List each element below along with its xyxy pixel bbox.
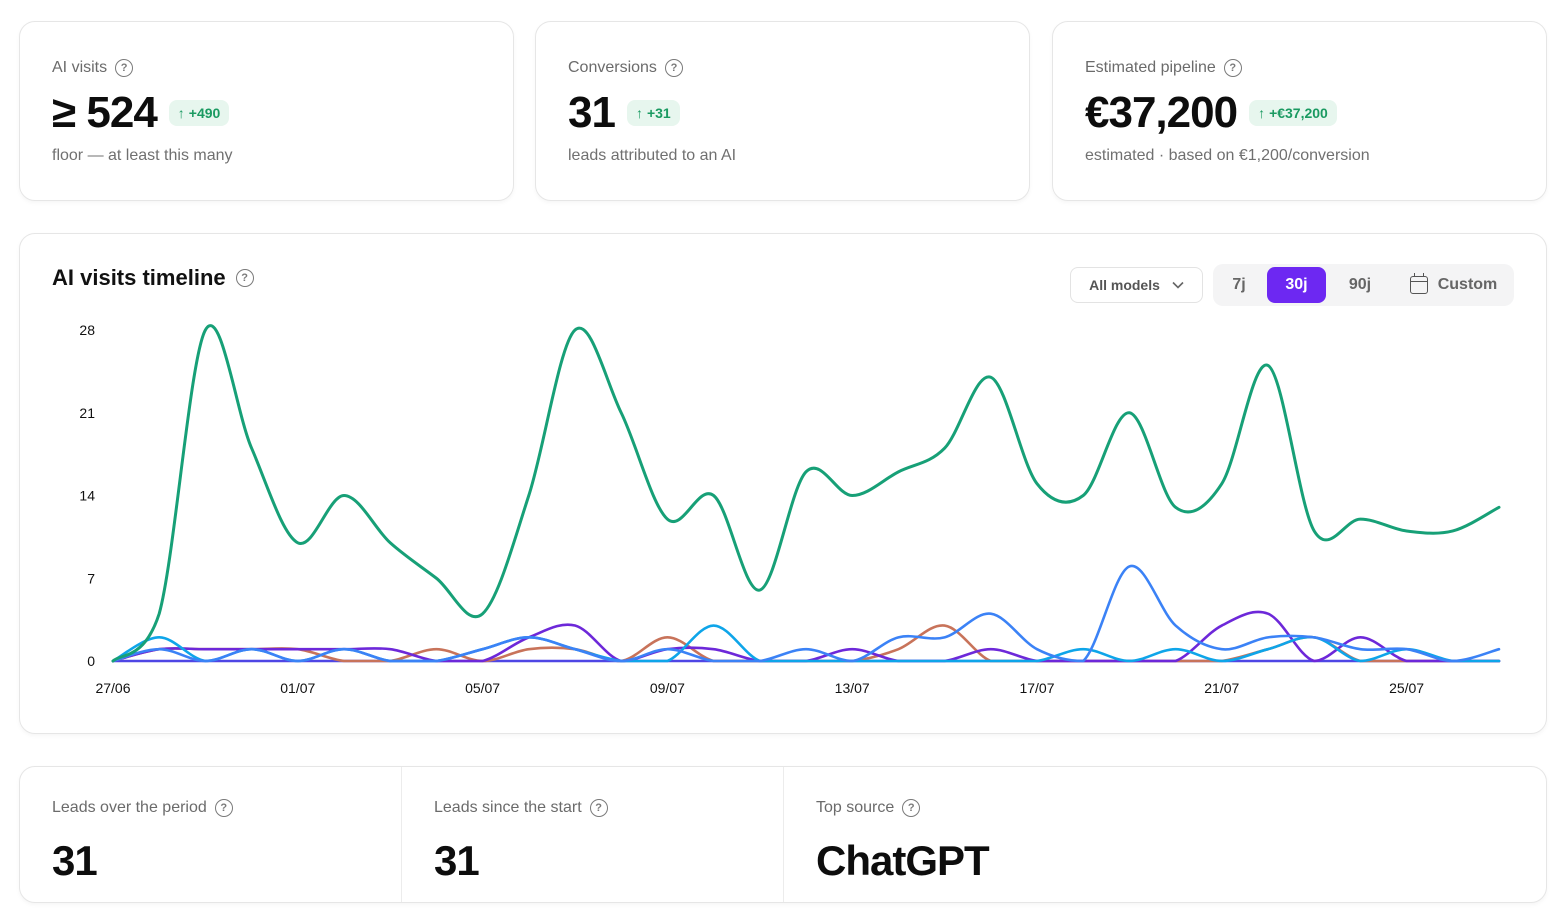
series-line-1 (111, 564, 1501, 663)
help-circle-icon[interactable]: ? (1223, 59, 1242, 77)
stat-leads-since-start: Leads since the start ? 31 (402, 767, 784, 902)
delta-value: +31 (646, 105, 671, 121)
kpi-subtitle: floor — at least this many (52, 147, 233, 164)
kpi-subtitle: estimated · based on €1,200/conversion (1085, 147, 1370, 164)
range-7j-button[interactable]: 7j (1232, 276, 1246, 293)
x-tick-label: 17/07 (1019, 680, 1054, 696)
range-30j-button[interactable]: 30j (1267, 267, 1326, 303)
x-tick-label: 09/07 (650, 680, 685, 696)
chevron-down-icon (1172, 281, 1184, 289)
kpi-card-conversions: Conversions ? 31 ↑ +31 leads attributed t… (535, 21, 1030, 201)
range-custom-button[interactable]: Custom (1401, 267, 1506, 303)
arrow-up-icon: ↑ (635, 105, 643, 121)
kpi-subtitle: leads attributed to an AI (568, 147, 737, 164)
stat-leads-period: Leads over the period ? 31 (20, 767, 402, 902)
leads-summary-card: Leads over the period ? 31 Leads since t… (19, 766, 1547, 903)
kpi-label: AI visits (52, 59, 108, 76)
help-circle-icon[interactable]: ? (664, 59, 683, 77)
y-tick-label: 14 (79, 488, 95, 504)
arrow-up-icon: ↑ (1258, 105, 1266, 121)
range-custom-label: Custom (1437, 276, 1498, 293)
delta-value: +490 (188, 105, 221, 121)
stat-top-source: Top source ? ChatGPT (784, 767, 1546, 902)
help-circle-icon[interactable]: ? (115, 59, 134, 77)
y-tick-label: 28 (79, 322, 95, 338)
stat-label: Leads since the start (434, 799, 582, 816)
arrow-up-icon: ↑ (177, 105, 185, 121)
stat-label: Leads over the period (52, 799, 207, 816)
calendar-icon (1409, 273, 1428, 294)
delta-value: +€37,200 (1269, 105, 1328, 121)
x-tick-label: 27/06 (95, 680, 130, 696)
delta-badge: ↑ +€37,200 (1249, 100, 1337, 126)
model-select-value: All models (1089, 277, 1160, 293)
stat-value: 31 (434, 837, 480, 884)
help-circle-icon[interactable]: ? (902, 799, 921, 817)
kpi-value: 31 (568, 88, 616, 137)
delta-badge: ↑ +31 (626, 100, 680, 126)
kpi-label: Conversions (568, 59, 657, 76)
help-circle-icon[interactable]: ? (589, 799, 608, 817)
model-select[interactable]: All models (1070, 267, 1203, 303)
range-90j-button[interactable]: 90j (1348, 276, 1372, 293)
range-toggle: 7j 30j 90j Custom (1213, 264, 1514, 306)
x-tick-label: 21/07 (1204, 680, 1239, 696)
series-line-0 (111, 324, 1501, 663)
stat-value: ChatGPT (816, 837, 990, 884)
visits-line-chart: 0 7 14 21 28 27/06 01/07 05/07 09/07 13/07 17/07 21… (79, 322, 1501, 696)
timeline-card: AI visits timeline ? All models 7j 30j 9… (19, 233, 1547, 734)
x-tick-label: 01/07 (280, 680, 315, 696)
y-tick-label: 7 (87, 570, 95, 586)
y-tick-label: 21 (79, 405, 95, 421)
x-tick-label: 13/07 (835, 680, 870, 696)
delta-badge: ↑ +490 (168, 100, 230, 126)
stat-value: 31 (52, 837, 98, 884)
kpi-value: ≥ 524 (52, 88, 158, 137)
kpi-value: €37,200 (1085, 88, 1238, 137)
kpi-label: Estimated pipeline (1085, 59, 1216, 76)
x-tick-label: 05/07 (465, 680, 500, 696)
x-tick-label: 25/07 (1389, 680, 1424, 696)
kpi-card-ai-visits: AI visits ? ≥ 524 ↑ +490 floor — at least… (19, 21, 514, 201)
kpi-card-estimated-pipeline: Estimated pipeline ? €37,200 ↑ +€37,200 e… (1052, 21, 1547, 201)
timeline-title: AI visits timeline (52, 265, 226, 290)
help-circle-icon[interactable]: ? (235, 269, 254, 287)
stat-label: Top source (816, 799, 895, 816)
help-circle-icon[interactable]: ? (214, 799, 233, 817)
y-tick-label: 0 (87, 653, 95, 669)
